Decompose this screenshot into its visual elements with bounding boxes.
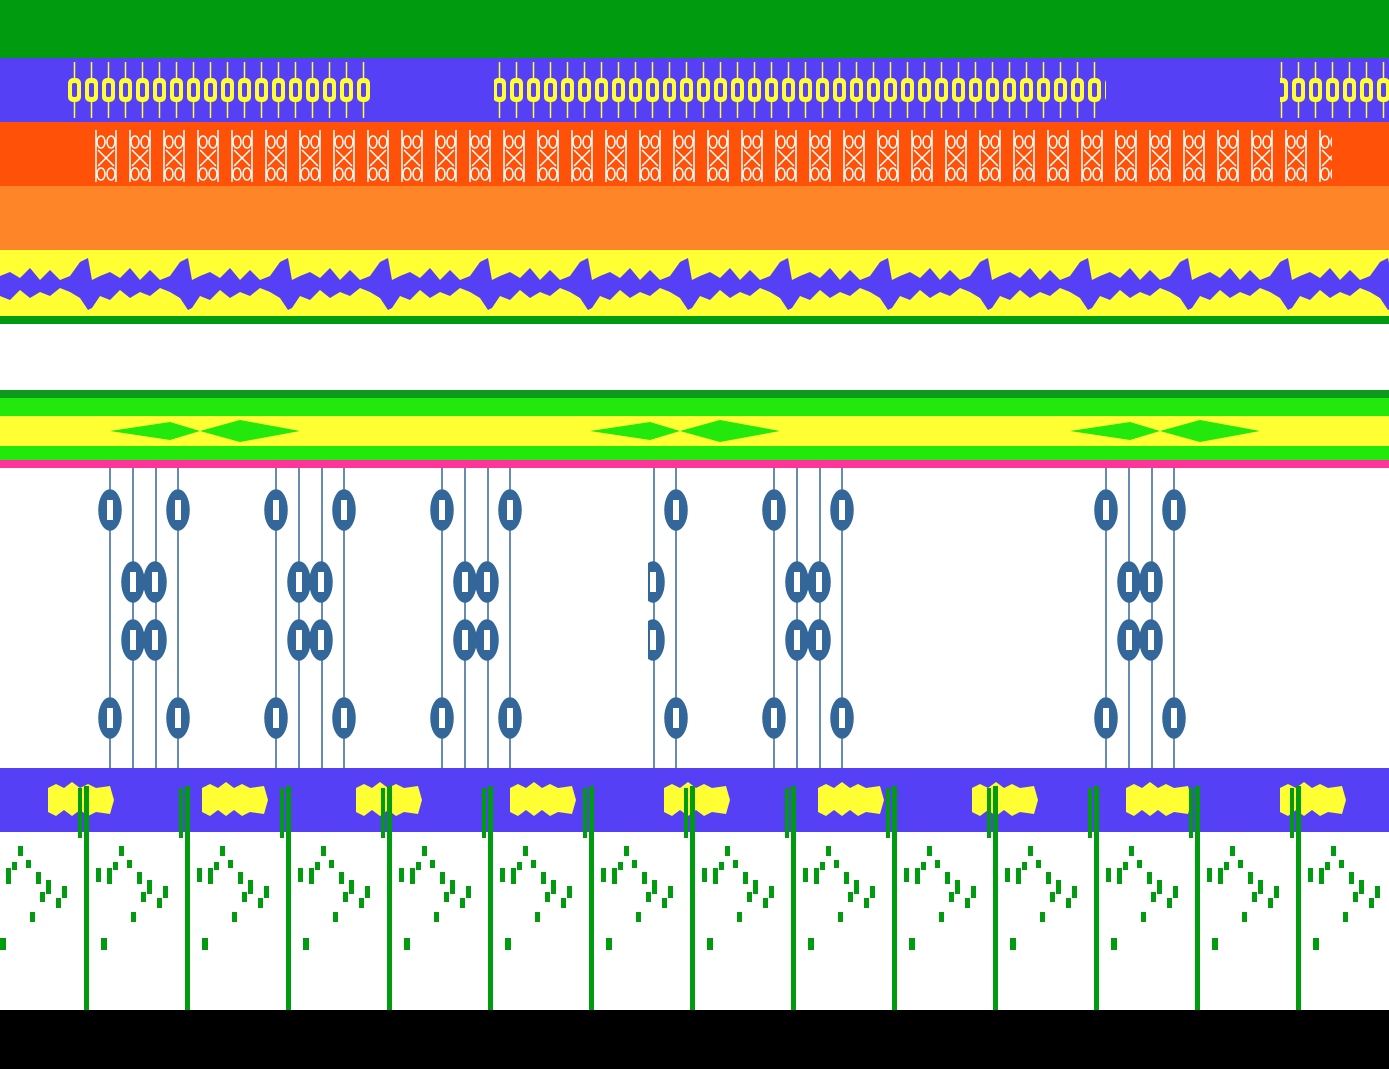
chain-motif bbox=[1280, 58, 1389, 122]
band-zigzag bbox=[0, 416, 1389, 446]
stalk-motif bbox=[0, 768, 1389, 1010]
band-black bbox=[0, 1010, 1389, 1069]
knot-motif bbox=[92, 122, 1332, 186]
ikat-motif bbox=[98, 468, 358, 768]
ikat-motif bbox=[430, 468, 526, 768]
ikat-motif bbox=[1030, 468, 1230, 768]
band-wave bbox=[0, 250, 1389, 316]
stripe-dark-green bbox=[0, 390, 1389, 398]
band-orange bbox=[0, 186, 1389, 250]
stripe-green bbox=[0, 316, 1389, 324]
stripe-bright-green bbox=[0, 446, 1389, 460]
chain-motif bbox=[66, 58, 372, 122]
chain-motif bbox=[494, 58, 1106, 122]
band-green-top bbox=[0, 0, 1389, 58]
stripe-pink bbox=[0, 460, 1389, 468]
stripe-bright-green bbox=[0, 398, 1389, 416]
ikat-motif bbox=[648, 468, 860, 768]
